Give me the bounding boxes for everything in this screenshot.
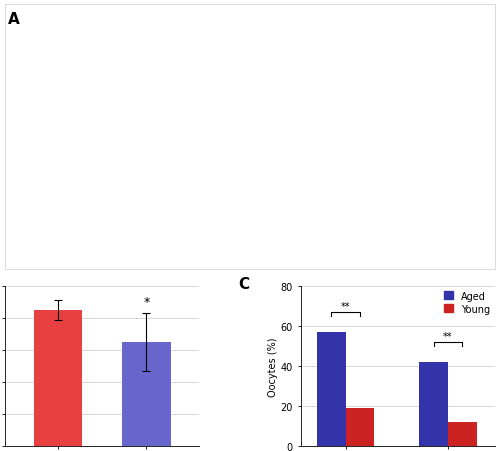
Y-axis label: Oocytes (%): Oocytes (%)	[268, 336, 278, 396]
Text: *: *	[144, 295, 150, 308]
Text: **: **	[443, 331, 452, 341]
Text: **: **	[341, 301, 350, 311]
Bar	[420, 362, 448, 446]
Bar	[317, 332, 346, 446]
Text: A: A	[8, 13, 19, 28]
Text: C: C	[238, 276, 250, 291]
Bar	[122, 342, 170, 446]
Bar	[346, 409, 374, 446]
Bar	[34, 310, 82, 446]
Legend: Aged, Young: Aged, Young	[444, 291, 490, 314]
Bar	[448, 423, 476, 446]
